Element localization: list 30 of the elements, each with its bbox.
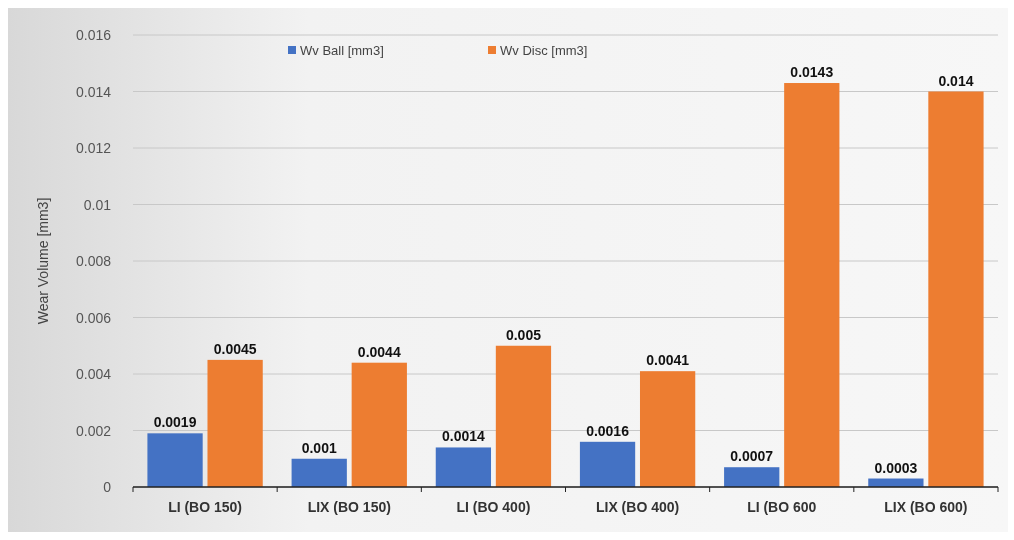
y-axis-title: Wear Volume [mm3] — [35, 197, 51, 325]
data-label: 0.014 — [938, 72, 974, 89]
x-tick-label: LIX (BO 400) — [595, 499, 680, 515]
data-label: 0.0045 — [213, 340, 257, 357]
x-tick-label: LIX (BO 600) — [884, 499, 968, 515]
data-label: 0.0143 — [790, 64, 834, 81]
data-label: 0.0007 — [730, 448, 774, 465]
y-tick-label: 0.002 — [75, 422, 112, 439]
data-label: 0.0041 — [646, 352, 690, 369]
data-label: 0.0019 — [153, 414, 197, 431]
data-label: 0.001 — [301, 439, 337, 456]
y-tick-label: 0.006 — [75, 309, 112, 326]
data-label: 0.0044 — [357, 343, 401, 360]
legend-label: Wv Ball [mm3] — [300, 43, 384, 58]
x-tick-label: LI (BO 400) — [456, 499, 531, 515]
legend-label: Wv Disc [mm3] — [500, 43, 588, 58]
y-tick-label: 0.01 — [83, 196, 112, 213]
data-label: 0.005 — [505, 326, 542, 343]
data-label: 0.0014 — [441, 428, 485, 445]
x-tick-label: LI (BO 150) — [168, 499, 243, 515]
y-tick-label: 0.012 — [75, 140, 112, 156]
y-tick-label: 0.014 — [75, 83, 112, 100]
x-tick-label: LI (BO 600 — [747, 499, 817, 515]
y-tick-label: 0.016 — [75, 27, 112, 43]
y-tick-label: 0.004 — [75, 366, 112, 382]
y-tick-label: 0 — [103, 479, 112, 495]
data-label: 0.0016 — [586, 422, 630, 439]
x-tick-label: LIX (BO 150) — [307, 499, 391, 515]
data-label: 0.0003 — [874, 459, 918, 476]
y-tick-label: 0.008 — [75, 253, 112, 269]
